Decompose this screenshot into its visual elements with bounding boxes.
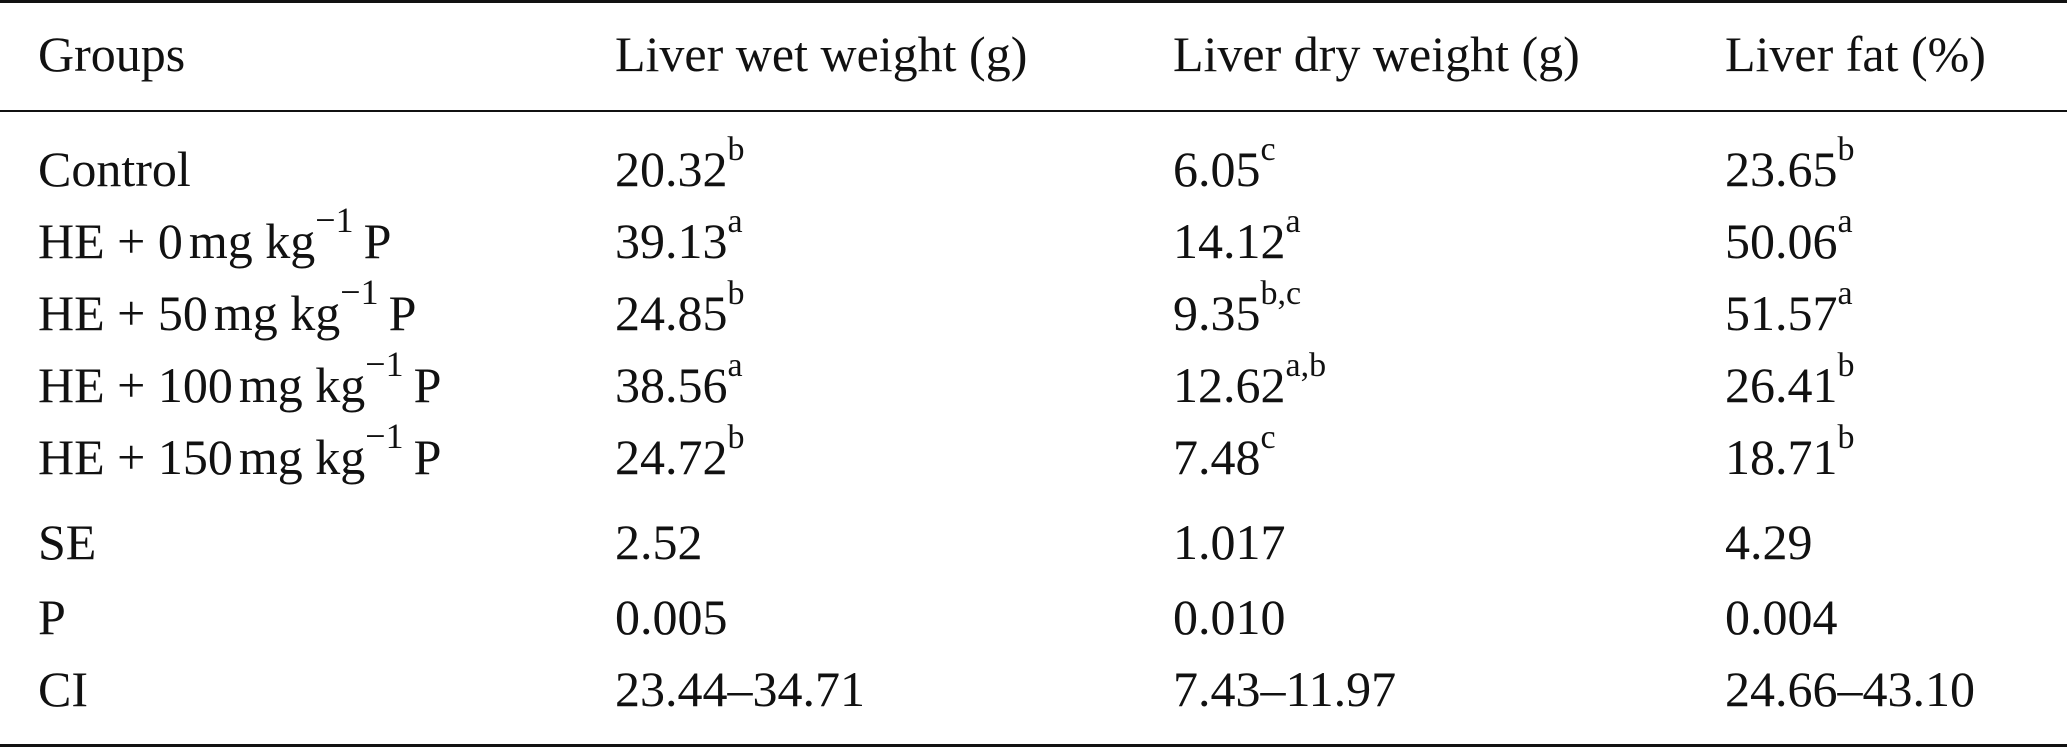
fat-cell: 18.71b [1725, 419, 1855, 485]
fat-cell: 24.66–43.10 [1725, 661, 1975, 717]
dry-weight-cell: 1.017 [1173, 514, 1286, 570]
table-top-rule [0, 0, 2067, 3]
dry-weight-cell: 6.05c [1173, 131, 1276, 197]
wet-weight-cell: 24.85b [615, 275, 745, 341]
wet-weight-cell: 20.32b [615, 131, 745, 197]
wet-weight-cell: 24.72b [615, 419, 745, 485]
group-cell: HE + 150 mg kg−1 P [38, 416, 442, 485]
dry-weight-cell: 7.48c [1173, 419, 1276, 485]
fat-cell: 50.06a [1725, 203, 1853, 269]
fat-cell: 0.004 [1725, 589, 1838, 645]
fat-cell: 23.65b [1725, 131, 1855, 197]
wet-weight-cell: 2.52 [615, 514, 703, 570]
group-cell: CI [38, 661, 88, 717]
wet-weight-cell: 23.44–34.71 [615, 661, 865, 717]
header-liver-wet-weight: Liver wet weight (g) [615, 26, 1028, 82]
group-cell: P [38, 589, 66, 645]
group-cell: Control [38, 141, 191, 197]
table-header-rule [0, 110, 2067, 112]
dry-weight-cell: 9.35b,c [1173, 275, 1302, 341]
dry-weight-cell: 0.010 [1173, 589, 1286, 645]
table-bottom-rule [0, 744, 2067, 747]
dry-weight-cell: 7.43–11.97 [1173, 661, 1397, 717]
wet-weight-cell: 39.13a [615, 203, 743, 269]
fat-cell: 51.57a [1725, 275, 1853, 341]
dry-weight-cell: 14.12a [1173, 203, 1301, 269]
header-liver-fat: Liver fat (%) [1725, 26, 1986, 82]
group-cell: HE + 50 mg kg−1 P [38, 272, 417, 341]
group-cell: HE + 0 mg kg−1 P [38, 200, 392, 269]
fat-cell: 26.41b [1725, 347, 1855, 413]
group-cell: HE + 100 mg kg−1 P [38, 344, 442, 413]
fat-cell: 4.29 [1725, 514, 1813, 570]
wet-weight-cell: 38.56a [615, 347, 743, 413]
wet-weight-cell: 0.005 [615, 589, 728, 645]
dry-weight-cell: 12.62a,b [1173, 347, 1327, 413]
group-cell: SE [38, 514, 97, 570]
header-groups: Groups [38, 26, 186, 82]
header-liver-dry-weight: Liver dry weight (g) [1173, 26, 1580, 82]
